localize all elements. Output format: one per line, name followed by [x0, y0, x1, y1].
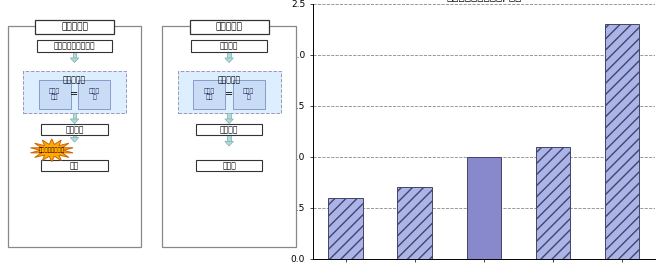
Bar	[163, 26, 296, 247]
Bar	[41, 160, 108, 171]
Bar	[35, 20, 114, 34]
Text: 徐々に拡大: 徐々に拡大	[218, 76, 241, 84]
Bar	[8, 26, 141, 247]
Polygon shape	[225, 58, 234, 63]
Text: 過剰負
偹: 過剰負 偹	[243, 88, 255, 101]
Polygon shape	[70, 119, 79, 124]
Bar	[195, 160, 262, 171]
Text: サブプライムローン: サブプライムローン	[54, 41, 95, 50]
Bar	[535, 147, 570, 259]
Bar	[194, 80, 225, 109]
Bar	[398, 187, 432, 259]
Bar	[73, 113, 76, 119]
Bar	[227, 135, 231, 142]
Polygon shape	[225, 119, 234, 124]
Text: 信用不安: 信用不安	[65, 125, 84, 134]
Bar	[78, 80, 110, 109]
Bar	[227, 52, 231, 58]
Bar	[73, 135, 76, 138]
Text: 信用不安: 信用不安	[220, 125, 238, 134]
Bar	[39, 80, 71, 109]
Bar	[178, 71, 281, 113]
Title: 対世界経済連動性（β値）: 対世界経済連動性（β値）	[446, 0, 522, 2]
Text: 前回の危機: 前回の危機	[61, 22, 88, 31]
Text: 不況: 不況	[70, 161, 79, 170]
Text: =: =	[70, 89, 79, 100]
Bar	[466, 157, 501, 259]
Text: 不況？: 不況？	[222, 161, 236, 170]
Polygon shape	[70, 138, 79, 142]
Bar	[605, 24, 639, 259]
Bar	[41, 124, 108, 135]
Bar	[37, 40, 112, 52]
Bar	[190, 20, 268, 34]
Text: リーマンショック: リーマンショック	[39, 148, 65, 153]
Text: 財政市宿: 財政市宿	[220, 41, 238, 50]
Text: 過剰負
偹: 過剰負 偹	[89, 88, 100, 101]
Bar	[329, 197, 363, 259]
Text: 過剰制
資産: 過剰制 資産	[49, 88, 60, 101]
Text: 過剰制
資産: 過剰制 資産	[204, 88, 215, 101]
Bar	[227, 113, 231, 119]
Bar	[23, 71, 126, 113]
Bar	[73, 52, 76, 58]
Bar	[191, 40, 267, 52]
Polygon shape	[70, 58, 79, 63]
Text: 今回の危機: 今回の危機	[216, 22, 243, 31]
Bar	[233, 80, 265, 109]
Bar	[195, 124, 262, 135]
Polygon shape	[225, 142, 234, 146]
Polygon shape	[30, 139, 73, 162]
Text: 徐々に拡大: 徐々に拡大	[63, 76, 86, 84]
Text: =: =	[225, 89, 233, 100]
